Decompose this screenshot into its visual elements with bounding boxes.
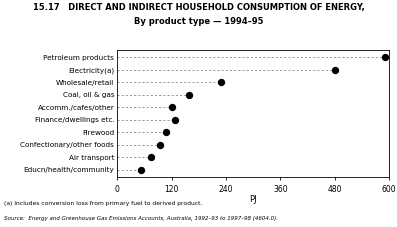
- Point: [168, 106, 175, 109]
- Point: [148, 155, 154, 159]
- Text: (a) Includes conversion loss from primary fuel to derived product.: (a) Includes conversion loss from primar…: [4, 201, 202, 206]
- Point: [185, 93, 192, 97]
- Point: [218, 81, 225, 84]
- Text: Source:  Energy and Greenhouse Gas Emissions Accounts, Australia, 1992–93 to 199: Source: Energy and Greenhouse Gas Emissi…: [4, 216, 278, 221]
- Text: By product type — 1994–95: By product type — 1994–95: [134, 17, 263, 26]
- Point: [172, 118, 178, 121]
- Text: 15.17   DIRECT AND INDIRECT HOUSEHOLD CONSUMPTION OF ENERGY,: 15.17 DIRECT AND INDIRECT HOUSEHOLD CONS…: [33, 3, 364, 12]
- Point: [137, 168, 144, 171]
- Point: [331, 68, 338, 72]
- Point: [157, 143, 163, 146]
- X-axis label: PJ: PJ: [249, 195, 257, 204]
- Point: [382, 56, 388, 59]
- Point: [163, 130, 169, 134]
